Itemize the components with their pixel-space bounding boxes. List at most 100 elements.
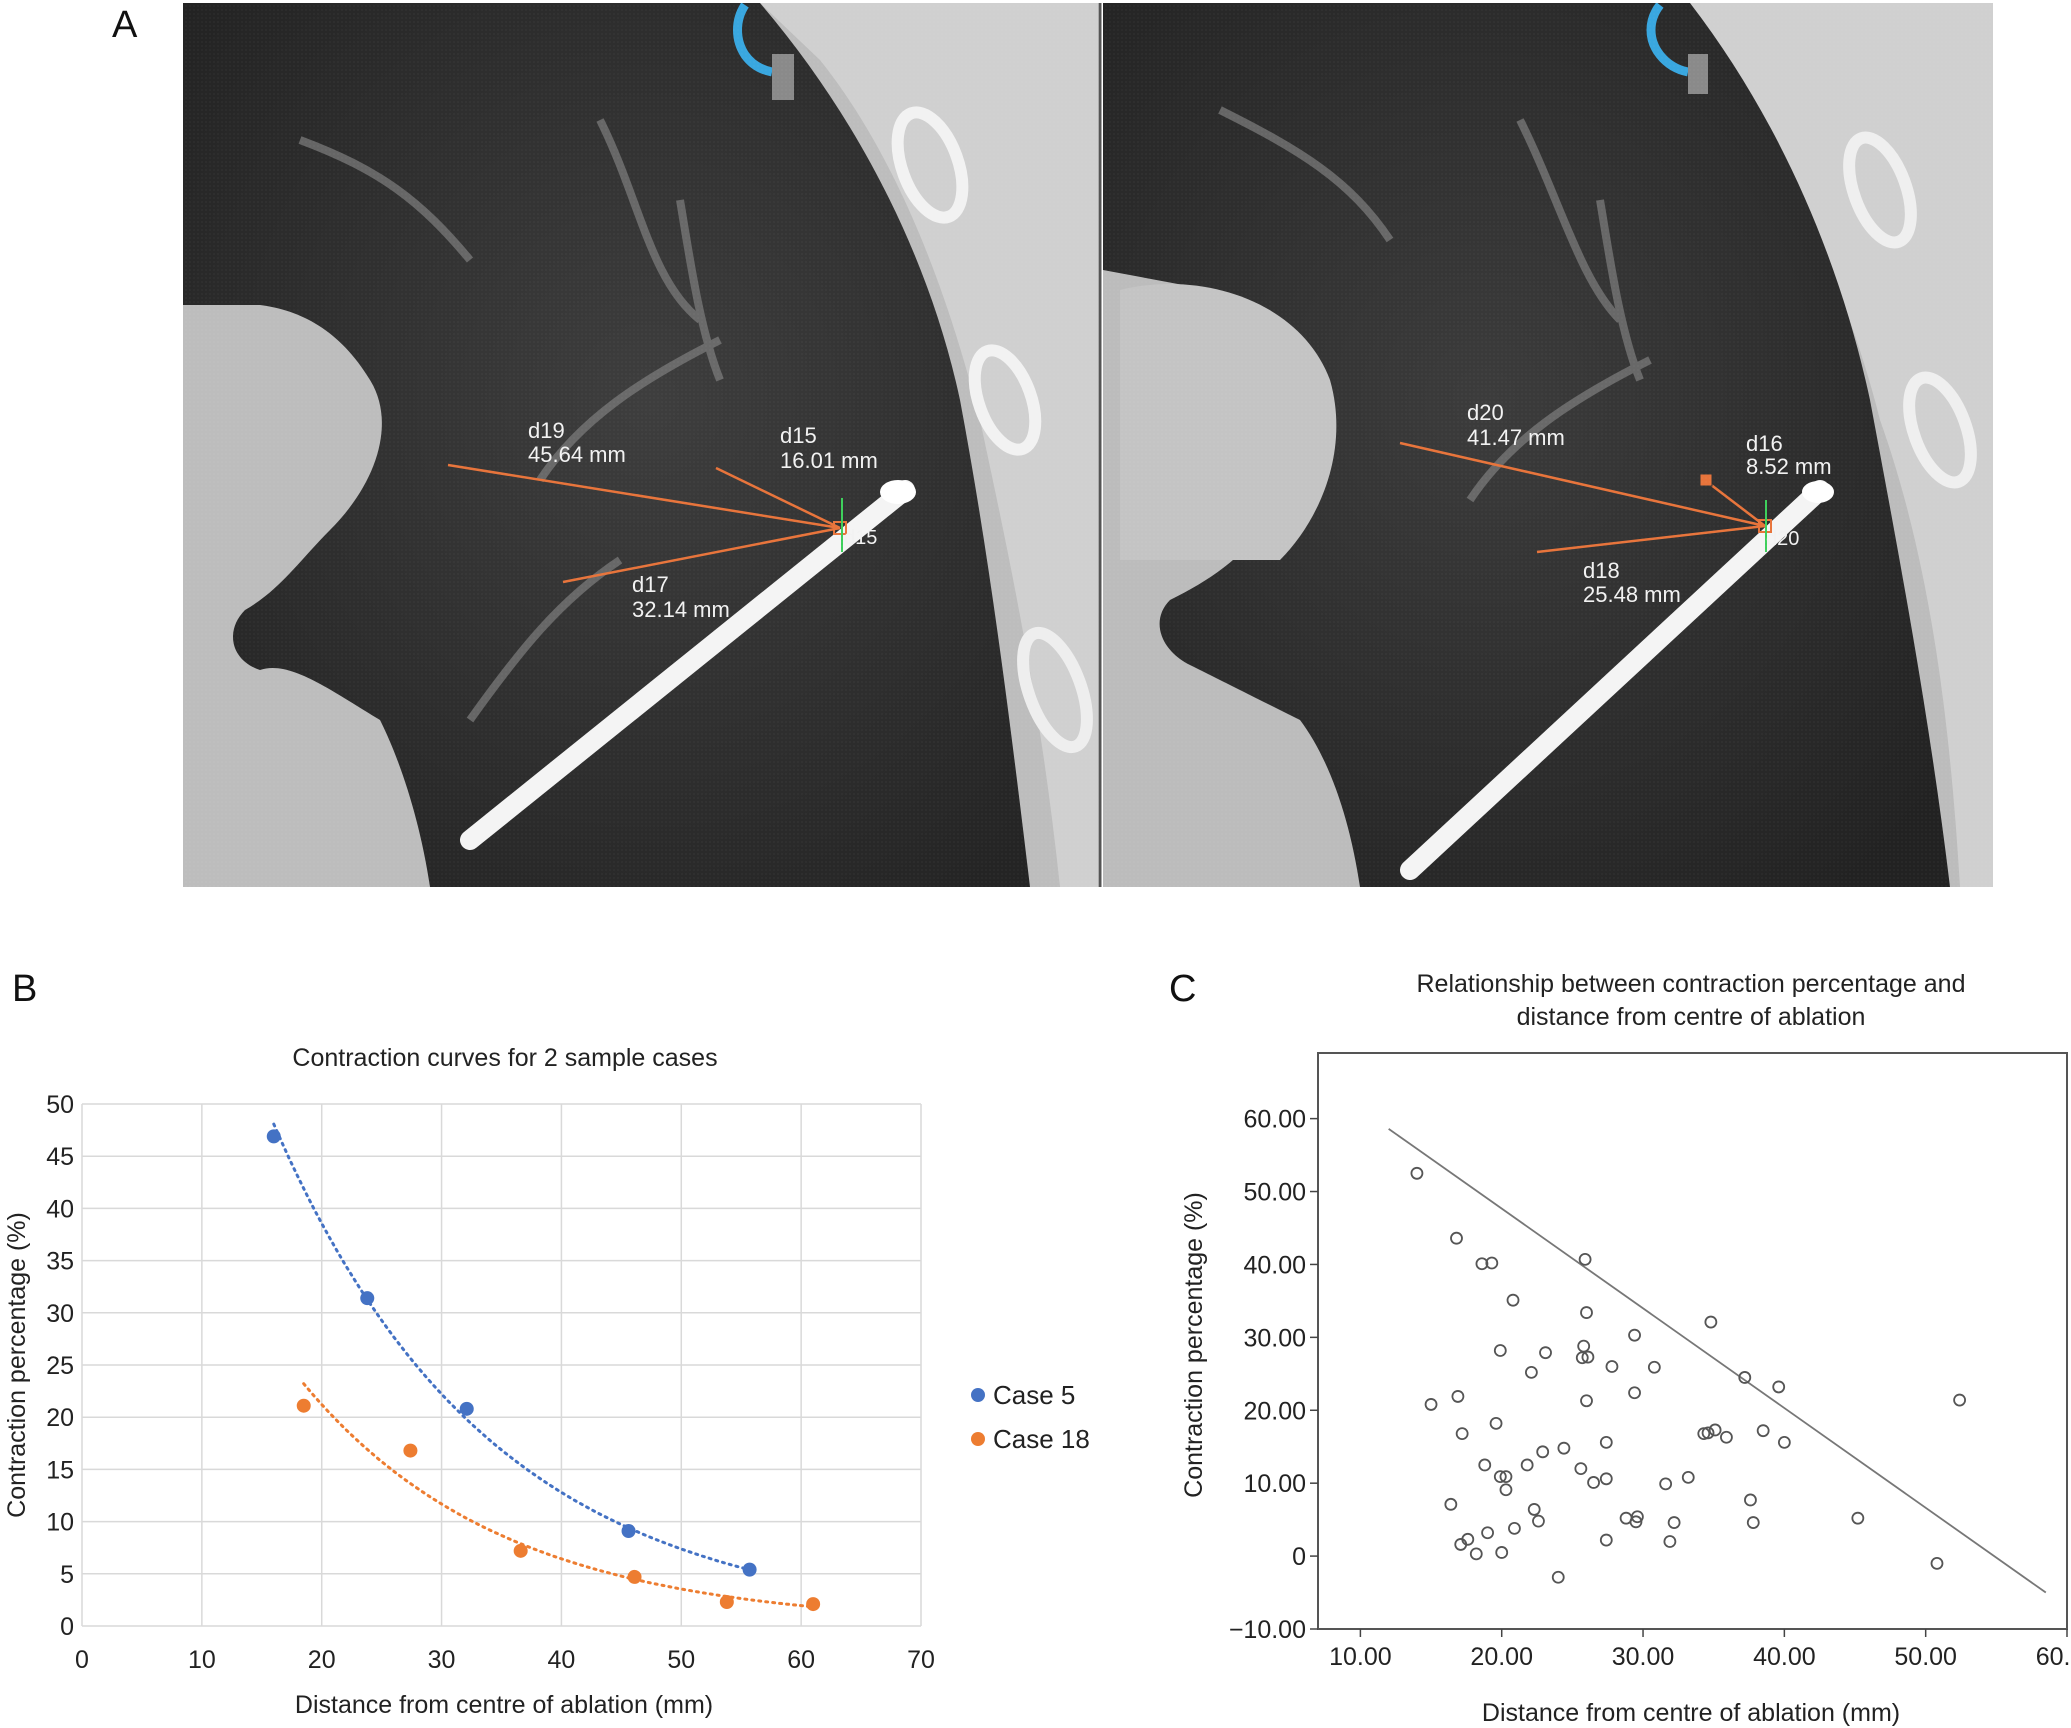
ct-image-right: [1103, 3, 1993, 887]
chart-c-point: [1599, 1435, 1613, 1449]
chart-c-point: [1524, 1365, 1538, 1379]
chart-c-point: [1551, 1570, 1565, 1584]
chart-c-x-ticks: 10.00 20.00 30.00 40.00 50.00 60.00: [1329, 1629, 2071, 1671]
chart-b-point-case5: [266, 1129, 281, 1144]
chart-c-point: [1647, 1360, 1661, 1374]
chart-c-title-line2: distance from centre of ablation: [1517, 1003, 1866, 1031]
chart-c-point: [1520, 1458, 1534, 1472]
chart-c-point: [1667, 1516, 1681, 1529]
chart-c-point: [1469, 1547, 1483, 1561]
chart-c-x-tick-label: 60.00: [2036, 1643, 2071, 1671]
chart-c-point: [1659, 1477, 1673, 1491]
chart-c-point: [1720, 1430, 1733, 1444]
chart-c-plot-frame: [1317, 1052, 2068, 1630]
ct-right-labels: d20 41.47 mm d16 8.52 mm d18 25.48 mm d2…: [1467, 400, 1832, 607]
legend-case18-label: Case 18: [993, 1424, 1090, 1454]
chart-b-point-case5: [742, 1562, 757, 1577]
chart-c-point: [1930, 1556, 1944, 1570]
chart-c-point: [1536, 1445, 1550, 1459]
chart-c-x-tick-label: 30.00: [1612, 1643, 1675, 1671]
ct-left-d17-value: 32.14 mm: [632, 597, 730, 622]
chart-c-point: [1461, 1532, 1475, 1546]
chart-c-point: [1451, 1390, 1465, 1403]
chart-c-x-tick-label: 50.00: [1894, 1643, 1957, 1671]
chart-c-y-tick-label: 20.00: [1243, 1397, 1306, 1425]
chart-b-x-tick-label: 60: [787, 1646, 815, 1674]
chart-c-point: [1574, 1462, 1588, 1475]
chart-b-y-tick-label: 20: [46, 1404, 74, 1432]
chart-c-point: [1953, 1393, 1966, 1407]
chart-c-point: [1493, 1344, 1507, 1357]
chart-b-y-tick-label: 40: [46, 1195, 74, 1223]
chart-b-points: [266, 1129, 821, 1612]
chart-b-point-case18: [296, 1398, 311, 1413]
chart-c-point: [1744, 1493, 1757, 1507]
panel-label-b: B: [12, 968, 38, 1010]
chart-c-point: [1577, 1339, 1591, 1353]
chart-b-y-tick-label: 50: [46, 1091, 74, 1119]
ct-right-texture: [1103, 3, 1993, 887]
chart-c-point: [1628, 1328, 1641, 1342]
chart-b-point-case5: [621, 1523, 636, 1538]
chart-c-x-tick-label: 20.00: [1470, 1643, 1533, 1671]
chart-c-point: [1772, 1380, 1786, 1394]
ct-left-tag: d15: [844, 527, 877, 549]
legend-case5-label: Case 5: [993, 1380, 1075, 1410]
ct-right-d18-value: 25.48 mm: [1583, 582, 1681, 607]
panel-label-a: A: [112, 4, 138, 46]
chart-c-point: [1599, 1472, 1613, 1486]
chart-c-point: [1506, 1293, 1520, 1307]
legend-case5-marker: [971, 1388, 985, 1402]
ct-left-texture: [183, 3, 1098, 887]
chart-c-point: [1481, 1526, 1494, 1540]
chart-b-point-case5: [459, 1401, 474, 1416]
chart-b-x-ticks: 0 10 20 30 40 50 60 70: [75, 1646, 935, 1674]
chart-c-y-ticks: −10.00 0 10.00 20.00 30.00 40.00 50.00 60.00: [1229, 1106, 1318, 1644]
chart-c-y-tick-label: 10.00: [1243, 1470, 1306, 1498]
ct-right-tag: d20: [1766, 528, 1799, 550]
chart-c-point: [1475, 1257, 1489, 1271]
chart-c-point: [1746, 1516, 1760, 1529]
ct-left-d15-value: 16.01 mm: [780, 448, 878, 473]
chart-b: Contraction curves for 2 sample cases 0 1…: [3, 1044, 1090, 1719]
chart-c-points: [1410, 1166, 1966, 1584]
ct-right-d16-id: d16: [1746, 431, 1783, 456]
chart-c-point: [1580, 1306, 1593, 1319]
chart-c-y-tick-label: −10.00: [1229, 1616, 1306, 1644]
chart-c-point: [1478, 1458, 1492, 1472]
chart-c-y-tick-label: 30.00: [1243, 1324, 1306, 1352]
chart-b-trendlines: [272, 1122, 815, 1609]
ct-left-d19-value: 45.64 mm: [528, 442, 626, 467]
chart-c-point: [1499, 1470, 1513, 1484]
chart-b-y-tick-label: 10: [46, 1509, 74, 1537]
chart-c-point: [1581, 1350, 1595, 1364]
chart-c-y-axis-label: Contraction percentage (%): [1180, 1192, 1208, 1498]
chart-c-point: [1495, 1546, 1509, 1559]
chart-c-point: [1587, 1476, 1600, 1489]
chart-b-y-tick-label: 35: [46, 1248, 74, 1276]
chart-c-point: [1681, 1470, 1695, 1484]
chart-c-point: [1532, 1514, 1545, 1528]
chart-c-point: [1578, 1252, 1592, 1266]
chart-c-point: [1489, 1416, 1503, 1430]
chart-c-point: [1485, 1256, 1499, 1270]
chart-b-point-case18: [513, 1543, 528, 1558]
chart-c-point: [1777, 1435, 1791, 1449]
chart-b-y-tick-label: 5: [60, 1561, 74, 1589]
ct-image-left: [183, 3, 1098, 887]
chart-b-y-axis-label: Contraction percentage (%): [3, 1212, 31, 1518]
chart-b-y-tick-label: 30: [46, 1300, 74, 1328]
chart-c-point: [1410, 1166, 1424, 1180]
chart-c-point: [1738, 1371, 1752, 1384]
chart-c-point: [1444, 1497, 1458, 1511]
chart-c-reference-line: [1388, 1128, 2047, 1594]
chart-b-trendline-case18: [302, 1382, 815, 1609]
chart-c-point: [1424, 1398, 1438, 1411]
chart-b-point-case18: [627, 1569, 642, 1584]
chart-c-point: [1508, 1521, 1521, 1535]
chart-c-point: [1605, 1360, 1619, 1373]
chart-b-point-case18: [719, 1594, 734, 1609]
chart-b-x-tick-label: 0: [75, 1646, 89, 1674]
chart-c: Relationship between contraction percent…: [1180, 970, 2071, 1727]
chart-c-point: [1851, 1511, 1865, 1525]
